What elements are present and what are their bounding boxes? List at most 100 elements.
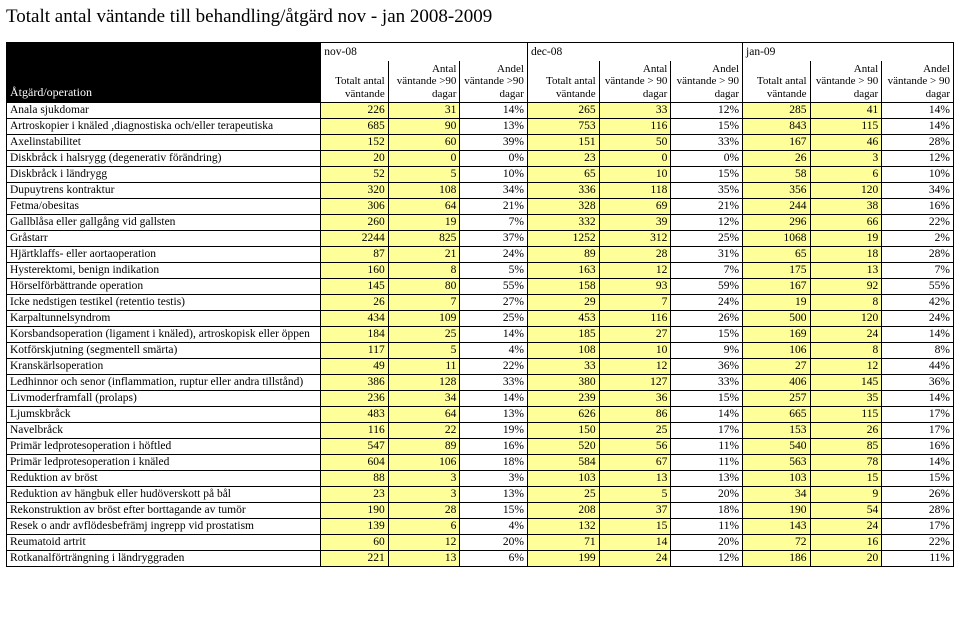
row-name: Kranskärlsoperation: [7, 358, 321, 374]
table-row: Rekonstruktion av bröst efter borttagand…: [7, 502, 954, 518]
cell: 64: [388, 406, 460, 422]
cell: 31%: [671, 246, 743, 262]
cell: 69: [599, 198, 671, 214]
cell: 15%: [671, 118, 743, 134]
cell: 35: [810, 390, 882, 406]
cell: 33%: [671, 374, 743, 390]
cell: 167: [743, 134, 810, 150]
row-name: Dupuytrens kontraktur: [7, 182, 321, 198]
cell: 89: [388, 438, 460, 454]
row-name: Reumatoid artrit: [7, 534, 321, 550]
data-table: nov-08 dec-08 jan-09 Åtgärd/operation To…: [6, 42, 954, 567]
cell: 56: [599, 438, 671, 454]
cell: 14%: [671, 406, 743, 422]
cell: 120: [810, 310, 882, 326]
cell: 328: [527, 198, 599, 214]
cell: 28%: [882, 134, 954, 150]
cell: 36%: [671, 358, 743, 374]
cell: 7%: [671, 262, 743, 278]
cell: 37%: [460, 230, 528, 246]
cell: 312: [599, 230, 671, 246]
cell: 93: [599, 278, 671, 294]
cell: 13%: [671, 470, 743, 486]
period-dec: dec-08: [527, 43, 742, 62]
row-name: Diskbråck i ländrygg: [7, 166, 321, 182]
col-header: Totalt antal väntande: [527, 61, 599, 102]
table-row: Gallblåsa eller gallgång vid gallsten260…: [7, 214, 954, 230]
cell: 11: [388, 358, 460, 374]
cell: 17%: [882, 406, 954, 422]
cell: 39: [599, 214, 671, 230]
cell: 14%: [882, 118, 954, 134]
cell: 88: [321, 470, 388, 486]
cell: 5%: [460, 262, 528, 278]
cell: 55%: [460, 278, 528, 294]
cell: 190: [743, 502, 810, 518]
table-row: Livmoderframfall (prolaps)2363414%239361…: [7, 390, 954, 406]
table-row: Reumatoid artrit601220%711420%721622%: [7, 534, 954, 550]
row-name: Reduktion av hängbuk eller hudöverskott …: [7, 486, 321, 502]
cell: 66: [810, 214, 882, 230]
cell: 1068: [743, 230, 810, 246]
table-row: Reduktion av hängbuk eller hudöverskott …: [7, 486, 954, 502]
cell: 563: [743, 454, 810, 470]
table-row: Primär ledprotesoperation i höftled54789…: [7, 438, 954, 454]
cell: 139: [321, 518, 388, 534]
table-row: Diskbråck i halsrygg (degenerativ föränd…: [7, 150, 954, 166]
row-name: Navelbråck: [7, 422, 321, 438]
table-row: Hörselförbättrande operation1458055%1589…: [7, 278, 954, 294]
table-row: Primär ledprotesoperation i knäled604106…: [7, 454, 954, 470]
table-row: Reduktion av bröst8833%1031313%1031515%: [7, 470, 954, 486]
cell: 0: [388, 150, 460, 166]
cell: 17%: [882, 422, 954, 438]
cell: 160: [321, 262, 388, 278]
cell: 27: [599, 326, 671, 342]
cell: 434: [321, 310, 388, 326]
cell: 17%: [882, 518, 954, 534]
cell: 12%: [671, 214, 743, 230]
cell: 17%: [671, 422, 743, 438]
cell: 39%: [460, 134, 528, 150]
cell: 150: [527, 422, 599, 438]
cell: 89: [527, 246, 599, 262]
cell: 244: [743, 198, 810, 214]
cell: 453: [527, 310, 599, 326]
cell: 13: [388, 550, 460, 566]
cell: 25%: [671, 230, 743, 246]
cell: 78: [810, 454, 882, 470]
cell: 20: [810, 550, 882, 566]
cell: 15%: [671, 390, 743, 406]
cell: 236: [321, 390, 388, 406]
cell: 16%: [460, 438, 528, 454]
cell: 92: [810, 278, 882, 294]
cell: 685: [321, 118, 388, 134]
cell: 28: [599, 246, 671, 262]
table-row: Navelbråck1162219%1502517%1532617%: [7, 422, 954, 438]
cell: 0%: [460, 150, 528, 166]
cell: 6: [388, 518, 460, 534]
cell: 500: [743, 310, 810, 326]
cell: 87: [321, 246, 388, 262]
cell: 153: [743, 422, 810, 438]
cell: 26: [810, 422, 882, 438]
table-row: Ledhinnor och senor (inflammation, ruptu…: [7, 374, 954, 390]
cell: 10: [599, 342, 671, 358]
cell: 25%: [460, 310, 528, 326]
cell: 36: [599, 390, 671, 406]
cell: 10%: [882, 166, 954, 182]
row-name: Karpaltunnelsyndrom: [7, 310, 321, 326]
header-period-row: nov-08 dec-08 jan-09: [7, 43, 954, 62]
cell: 169: [743, 326, 810, 342]
cell: 221: [321, 550, 388, 566]
cell: 152: [321, 134, 388, 150]
cell: 285: [743, 102, 810, 118]
cell: 11%: [882, 550, 954, 566]
cell: 106: [743, 342, 810, 358]
cell: 20%: [671, 534, 743, 550]
col-header: Andel väntande >90 dagar: [460, 61, 528, 102]
cell: 33: [527, 358, 599, 374]
table-row: Diskbråck i ländrygg52510%651015%58610%: [7, 166, 954, 182]
cell: 103: [743, 470, 810, 486]
cell: 22: [388, 422, 460, 438]
header-labels-row: Åtgärd/operation Totalt antal väntande A…: [7, 61, 954, 102]
